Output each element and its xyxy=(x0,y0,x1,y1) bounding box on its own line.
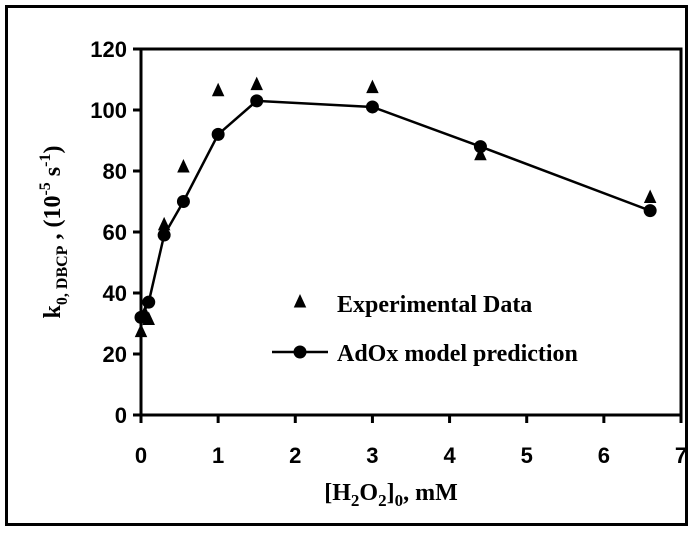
y-tick-label: 40 xyxy=(103,281,127,306)
y-axis-title-part: -5 xyxy=(37,182,54,195)
y-tick-label: 80 xyxy=(103,159,127,184)
x-tick-label: 7 xyxy=(675,443,687,468)
x-tick-label: 6 xyxy=(598,443,610,468)
x-axis-title-part: ] xyxy=(387,480,395,506)
data-point-model xyxy=(643,204,657,218)
x-tick-label: 1 xyxy=(212,443,224,468)
data-point-model xyxy=(134,310,148,324)
y-axis-title-part: 0, DBCP xyxy=(54,245,71,305)
data-point-experimental xyxy=(134,323,148,338)
y-axis-title-part: s xyxy=(40,167,66,182)
y-axis-title: k0, DBCP , (10-5 s-1) xyxy=(37,146,71,319)
y-tick-label: 60 xyxy=(103,220,127,245)
data-point-model xyxy=(211,127,225,141)
legend-label-model: AdOx model prediction xyxy=(337,341,578,367)
x-axis-title-part: [H xyxy=(324,480,351,506)
y-axis-title-part: k xyxy=(40,304,66,318)
x-axis-title-part: , mM xyxy=(403,480,458,506)
x-axis-title-part: 0 xyxy=(395,491,404,510)
legend-marker-experimental xyxy=(293,294,307,308)
data-point-experimental xyxy=(366,79,379,94)
y-axis-title-part: ) xyxy=(40,146,66,154)
data-point-model xyxy=(365,100,379,114)
data-point-model xyxy=(473,140,487,154)
y-axis-title-part: -1 xyxy=(37,154,54,167)
chart-frame xyxy=(5,5,688,526)
x-tick-label: 5 xyxy=(521,443,533,468)
data-point-experimental xyxy=(643,189,657,203)
data-point-model xyxy=(142,295,156,309)
data-point-experimental xyxy=(250,76,263,91)
y-tick-label: 20 xyxy=(103,342,127,367)
x-axis-title: [H2O2]0, mM xyxy=(324,480,458,510)
y-axis-title-part: , (10 xyxy=(40,196,66,246)
y-tick-label: 100 xyxy=(90,98,127,123)
data-point-experimental xyxy=(211,82,225,97)
data-point-experimental xyxy=(474,146,487,161)
data-point-experimental xyxy=(157,216,171,231)
x-tick-label: 4 xyxy=(443,443,456,468)
x-axis-title-part: 2 xyxy=(351,491,360,510)
x-tick-label: 2 xyxy=(289,443,301,468)
data-point-model xyxy=(176,195,190,208)
data-point-experimental xyxy=(177,158,190,173)
x-tick-label: 0 xyxy=(135,443,147,468)
legend-marker-model xyxy=(293,345,307,359)
data-point-model xyxy=(157,228,171,242)
y-tick-label: 120 xyxy=(90,37,127,62)
x-tick-label: 3 xyxy=(366,443,378,468)
x-axis-title-part: 2 xyxy=(378,491,387,510)
data-point-model xyxy=(250,94,264,108)
x-axis-title-part: O xyxy=(359,480,378,506)
y-tick-label: 0 xyxy=(115,403,127,428)
legend-label-experimental: Experimental Data xyxy=(337,292,532,318)
